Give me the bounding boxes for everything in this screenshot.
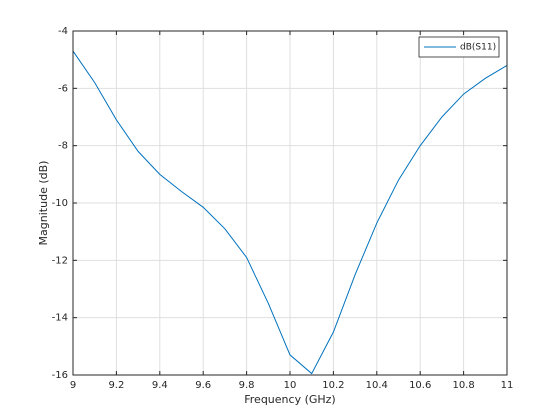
x-tick-label: 9.2 — [108, 380, 124, 391]
x-tick-label: 11 — [501, 380, 514, 391]
x-tick-label: 9 — [70, 380, 76, 391]
data-line — [72, 50, 508, 375]
y-tick-label: -10 — [52, 198, 68, 209]
x-tick-label: 9.4 — [152, 380, 168, 391]
x-tick-label: 10.4 — [366, 380, 388, 391]
y-tick-label: -12 — [52, 255, 68, 266]
x-tick-label: 10.8 — [452, 380, 474, 391]
y-tick-label: -4 — [58, 26, 68, 37]
y-axis-label: Magnitude (dB) — [37, 161, 50, 246]
y-tick-label: -6 — [58, 83, 68, 94]
x-axis-label: Frequency (GHz) — [244, 393, 335, 406]
y-tick-label: -16 — [52, 370, 68, 381]
y-tick-label: -14 — [52, 313, 68, 324]
plot — [72, 50, 508, 375]
x-tick-label: 10 — [284, 380, 297, 391]
legend-label: dB(S11) — [460, 43, 496, 53]
x-tick-label: 10.2 — [322, 380, 344, 391]
y-tick-label: -8 — [58, 141, 68, 152]
x-tick-label: 9.6 — [195, 380, 211, 391]
x-tick-label: 10.6 — [409, 380, 431, 391]
x-tick-label: 9.8 — [239, 380, 255, 391]
legend-box — [418, 36, 500, 58]
